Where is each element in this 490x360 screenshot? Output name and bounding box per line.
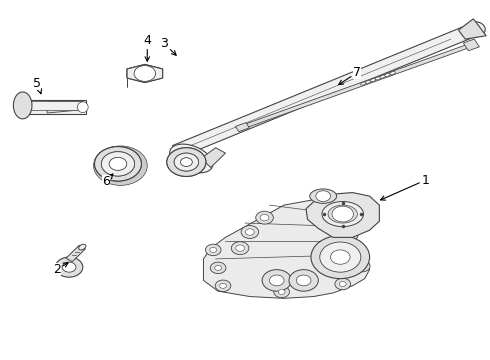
Ellipse shape <box>170 144 213 173</box>
Circle shape <box>354 260 370 272</box>
Circle shape <box>332 206 353 222</box>
Circle shape <box>311 235 369 279</box>
Polygon shape <box>235 123 249 132</box>
Circle shape <box>236 245 245 251</box>
Circle shape <box>262 270 292 291</box>
Circle shape <box>109 157 127 170</box>
Circle shape <box>109 157 127 170</box>
Polygon shape <box>306 193 379 237</box>
Circle shape <box>245 229 254 235</box>
Circle shape <box>62 262 76 272</box>
Circle shape <box>316 191 331 202</box>
Ellipse shape <box>322 202 364 226</box>
Circle shape <box>205 244 221 256</box>
Circle shape <box>215 265 221 270</box>
Circle shape <box>320 242 361 272</box>
Circle shape <box>464 22 485 37</box>
Ellipse shape <box>310 189 337 203</box>
Circle shape <box>180 158 192 166</box>
Circle shape <box>180 158 192 166</box>
Circle shape <box>167 148 206 176</box>
Circle shape <box>101 152 135 176</box>
Circle shape <box>101 152 135 176</box>
Ellipse shape <box>390 72 395 75</box>
Ellipse shape <box>79 244 86 250</box>
Ellipse shape <box>328 205 357 223</box>
Circle shape <box>55 257 83 277</box>
Circle shape <box>95 147 142 181</box>
Text: 6: 6 <box>102 174 113 188</box>
Ellipse shape <box>13 92 32 119</box>
Circle shape <box>260 215 269 221</box>
Text: 1: 1 <box>381 174 430 200</box>
Circle shape <box>289 270 318 291</box>
Polygon shape <box>127 64 145 78</box>
Circle shape <box>359 264 366 269</box>
Polygon shape <box>66 245 85 262</box>
Circle shape <box>95 147 142 181</box>
Circle shape <box>167 148 206 176</box>
Circle shape <box>94 146 147 185</box>
Circle shape <box>231 242 249 255</box>
Ellipse shape <box>385 73 391 76</box>
Circle shape <box>174 153 198 171</box>
Polygon shape <box>47 107 85 113</box>
Circle shape <box>296 275 311 286</box>
Polygon shape <box>127 64 163 82</box>
Circle shape <box>134 66 156 81</box>
Circle shape <box>241 226 259 238</box>
Circle shape <box>274 286 290 298</box>
Text: 2: 2 <box>53 263 68 276</box>
Ellipse shape <box>361 82 367 85</box>
Polygon shape <box>172 24 479 157</box>
Circle shape <box>270 275 284 286</box>
Ellipse shape <box>380 75 386 78</box>
Circle shape <box>339 282 346 287</box>
Polygon shape <box>244 42 476 128</box>
Polygon shape <box>203 198 369 298</box>
Circle shape <box>174 153 198 171</box>
Polygon shape <box>18 100 86 114</box>
Bar <box>463 39 479 51</box>
Circle shape <box>220 283 226 288</box>
Circle shape <box>331 250 350 264</box>
Polygon shape <box>47 102 85 108</box>
Polygon shape <box>459 19 486 39</box>
Ellipse shape <box>77 102 88 113</box>
Text: 4: 4 <box>144 33 151 61</box>
Circle shape <box>256 211 273 224</box>
Circle shape <box>335 278 350 290</box>
Text: 7: 7 <box>339 66 362 85</box>
Circle shape <box>210 262 226 274</box>
Circle shape <box>278 289 285 294</box>
Circle shape <box>215 280 231 292</box>
Ellipse shape <box>375 77 381 80</box>
Circle shape <box>210 247 217 252</box>
Text: 3: 3 <box>160 37 176 55</box>
Polygon shape <box>145 64 163 78</box>
Text: 5: 5 <box>33 77 42 94</box>
Ellipse shape <box>366 80 371 83</box>
Ellipse shape <box>15 98 25 117</box>
Polygon shape <box>127 64 163 82</box>
Polygon shape <box>201 148 225 167</box>
Polygon shape <box>27 101 81 110</box>
Ellipse shape <box>370 78 376 82</box>
